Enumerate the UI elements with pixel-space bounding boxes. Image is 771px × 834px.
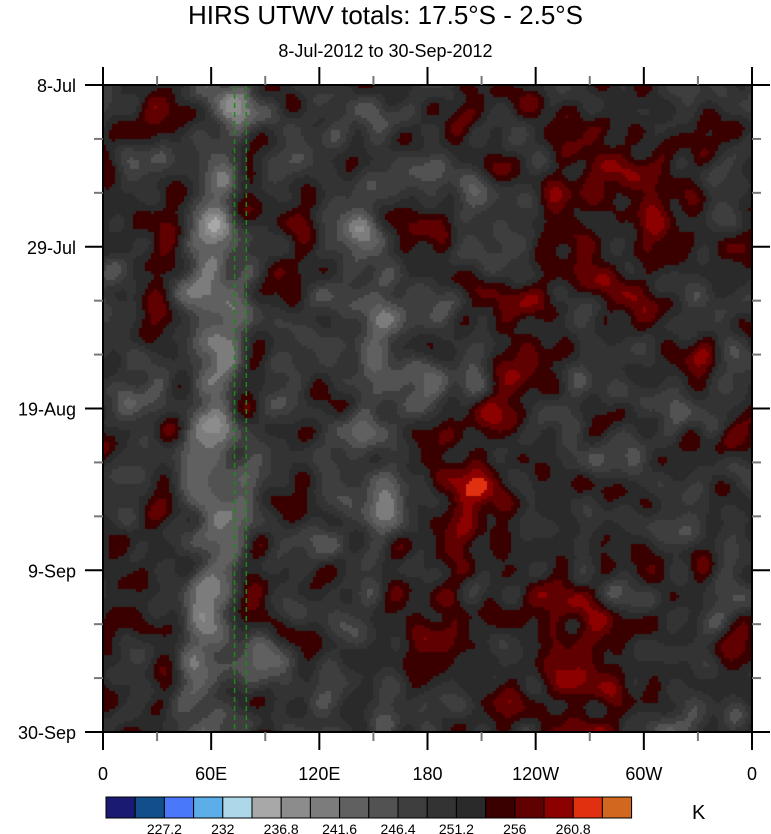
colorbar-swatch bbox=[543, 796, 574, 819]
colorbar-swatch bbox=[163, 796, 195, 819]
colorbar-label: 246.4 bbox=[380, 821, 415, 834]
y-tick-label: 30-Sep bbox=[18, 723, 76, 743]
colorbar-swatch bbox=[309, 796, 341, 819]
colorbar-swatch bbox=[105, 796, 136, 819]
heatmap-field bbox=[103, 85, 752, 732]
colorbar-swatch bbox=[455, 796, 487, 819]
x-tick-label: 60E bbox=[195, 764, 227, 784]
x-tick-label: 0 bbox=[98, 764, 108, 784]
chart-subtitle: 8-Jul-2012 to 30-Sep-2012 bbox=[278, 41, 493, 61]
y-tick-label: 19-Aug bbox=[18, 400, 76, 420]
y-tick-label: 9-Sep bbox=[28, 561, 76, 581]
colorbar-units: K bbox=[692, 802, 706, 824]
colorbar-swatch bbox=[514, 796, 545, 819]
x-tick-label: 60W bbox=[625, 764, 662, 784]
x-tick-label: 180 bbox=[412, 764, 442, 784]
colorbar-label: 251.2 bbox=[439, 821, 474, 834]
colorbar-swatch bbox=[280, 796, 311, 819]
colorbar-label: 236.8 bbox=[264, 821, 299, 834]
colorbar-swatch bbox=[572, 796, 603, 819]
y-tick-label: 8-Jul bbox=[37, 76, 76, 96]
colorbar-swatch bbox=[485, 796, 516, 819]
colorbar-swatch bbox=[193, 796, 224, 819]
colorbar-swatch bbox=[601, 796, 633, 819]
x-tick-label: 120W bbox=[512, 764, 559, 784]
colorbar-swatch bbox=[368, 796, 399, 819]
colorbar-label: 241.6 bbox=[322, 821, 357, 834]
colorbar-swatch bbox=[134, 796, 165, 819]
chart-title: HIRS UTWV totals: 17.5°S - 2.5°S bbox=[187, 0, 584, 30]
colorbar-label: 232 bbox=[211, 821, 235, 834]
x-tick-label: 120E bbox=[298, 764, 340, 784]
colorbar-swatch bbox=[397, 796, 428, 819]
plot-frame bbox=[102, 84, 753, 733]
colorbar-swatch bbox=[222, 796, 253, 819]
colorbar-swatch bbox=[339, 796, 370, 819]
colorbar-swatch bbox=[426, 796, 457, 819]
x-tick-label: 0 bbox=[747, 764, 757, 784]
colorbar-swatch bbox=[251, 796, 282, 819]
colorbar-label: 260.8 bbox=[556, 821, 591, 834]
y-tick-label: 29-Jul bbox=[27, 238, 76, 258]
colorbar-label: 256 bbox=[503, 821, 527, 834]
colorbar-label: 227.2 bbox=[147, 821, 182, 834]
